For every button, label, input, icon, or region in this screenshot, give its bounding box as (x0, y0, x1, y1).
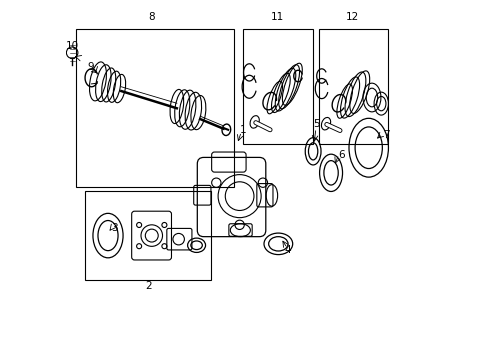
Text: 12: 12 (346, 12, 359, 22)
Bar (85, 191, 211, 280)
Text: 4: 4 (285, 245, 292, 255)
Text: 8: 8 (148, 12, 155, 22)
Text: 3: 3 (111, 224, 118, 233)
Bar (318, 30, 389, 144)
Text: 9: 9 (88, 62, 94, 72)
Bar (243, 30, 313, 144)
Text: 5: 5 (314, 120, 320, 129)
Text: 2: 2 (145, 281, 151, 291)
Bar (76, 30, 234, 187)
Text: 1: 1 (240, 125, 246, 135)
Text: 10: 10 (66, 41, 79, 50)
Text: 7: 7 (383, 130, 389, 140)
Text: 6: 6 (339, 150, 345, 160)
Text: 11: 11 (270, 12, 284, 22)
